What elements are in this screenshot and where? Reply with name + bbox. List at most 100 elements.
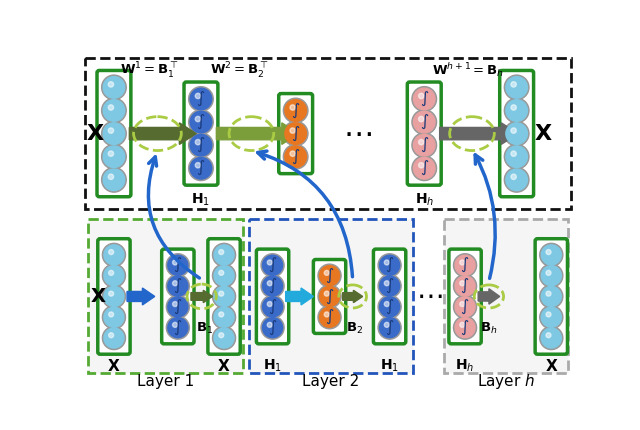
Circle shape <box>173 301 177 307</box>
Circle shape <box>195 139 200 145</box>
Circle shape <box>506 77 527 98</box>
Circle shape <box>460 260 465 265</box>
Circle shape <box>504 144 529 169</box>
Circle shape <box>108 174 114 179</box>
Circle shape <box>380 255 399 275</box>
Circle shape <box>284 144 308 169</box>
Text: $\int$: $\int$ <box>196 136 205 154</box>
FancyArrow shape <box>129 123 196 144</box>
Text: $\int$: $\int$ <box>291 147 300 166</box>
Circle shape <box>540 306 563 329</box>
FancyBboxPatch shape <box>535 239 568 354</box>
Circle shape <box>212 243 236 267</box>
Text: $\int$: $\int$ <box>385 256 394 274</box>
Circle shape <box>109 312 114 317</box>
Circle shape <box>324 312 329 317</box>
Text: $\int$: $\int$ <box>196 113 205 131</box>
Circle shape <box>284 121 308 146</box>
Circle shape <box>460 322 465 327</box>
Circle shape <box>504 75 529 100</box>
Text: $\int$: $\int$ <box>420 136 429 154</box>
Circle shape <box>511 151 516 157</box>
Text: $\int$: $\int$ <box>460 256 470 274</box>
FancyBboxPatch shape <box>314 259 346 333</box>
Circle shape <box>541 328 561 348</box>
Text: $\int$: $\int$ <box>196 159 205 178</box>
Circle shape <box>285 100 307 121</box>
Circle shape <box>268 322 272 327</box>
Circle shape <box>262 276 283 296</box>
Circle shape <box>546 312 551 317</box>
Text: $\mathbf{H}_1$: $\mathbf{H}_1$ <box>380 358 399 374</box>
Text: $\mathbf{B}_1$: $\mathbf{B}_1$ <box>196 321 213 336</box>
Circle shape <box>540 285 563 308</box>
Circle shape <box>212 306 236 329</box>
Circle shape <box>173 281 177 286</box>
FancyBboxPatch shape <box>257 249 289 344</box>
Text: $\int$: $\int$ <box>173 256 182 274</box>
Circle shape <box>190 88 212 110</box>
Circle shape <box>195 163 200 168</box>
Text: $\mathbf{B}_h$: $\mathbf{B}_h$ <box>480 321 498 336</box>
Circle shape <box>380 318 399 338</box>
Text: $\mathbf{W}^1 = \mathbf{B}_1^\top$: $\mathbf{W}^1 = \mathbf{B}_1^\top$ <box>120 60 179 80</box>
Circle shape <box>268 301 272 307</box>
Circle shape <box>324 270 329 275</box>
Circle shape <box>511 82 516 87</box>
Circle shape <box>460 301 465 307</box>
Circle shape <box>166 254 189 277</box>
Circle shape <box>166 274 189 298</box>
Circle shape <box>102 243 125 267</box>
Circle shape <box>108 128 114 133</box>
Text: $\int$: $\int$ <box>325 308 334 326</box>
Circle shape <box>384 322 389 327</box>
Circle shape <box>104 307 124 327</box>
Circle shape <box>413 88 435 110</box>
Text: $\int$: $\int$ <box>460 298 470 316</box>
Circle shape <box>219 333 224 338</box>
Circle shape <box>108 82 114 87</box>
Circle shape <box>102 75 126 100</box>
Circle shape <box>109 249 114 255</box>
Circle shape <box>108 151 114 157</box>
Circle shape <box>104 328 124 348</box>
Circle shape <box>103 123 125 144</box>
Circle shape <box>103 77 125 98</box>
Circle shape <box>412 86 436 111</box>
Circle shape <box>546 270 551 275</box>
Circle shape <box>454 274 477 298</box>
Circle shape <box>168 255 188 275</box>
Circle shape <box>380 276 399 296</box>
Circle shape <box>455 318 475 338</box>
FancyArrow shape <box>478 289 500 304</box>
Circle shape <box>455 255 475 275</box>
Circle shape <box>219 249 224 255</box>
FancyBboxPatch shape <box>98 239 130 354</box>
Circle shape <box>189 86 213 111</box>
Circle shape <box>540 243 563 267</box>
Text: $\int$: $\int$ <box>268 319 277 337</box>
Circle shape <box>504 168 529 192</box>
Circle shape <box>380 297 399 317</box>
Circle shape <box>290 105 295 110</box>
FancyArrow shape <box>440 123 518 144</box>
Text: $\int$: $\int$ <box>173 277 182 295</box>
Circle shape <box>102 285 125 308</box>
Circle shape <box>318 264 341 287</box>
Circle shape <box>504 121 529 146</box>
Circle shape <box>261 254 284 277</box>
Circle shape <box>102 306 125 329</box>
Circle shape <box>214 266 234 286</box>
Text: $\mathbf{X}$: $\mathbf{X}$ <box>534 123 553 144</box>
Text: $\int$: $\int$ <box>420 90 429 108</box>
Circle shape <box>384 260 389 265</box>
Circle shape <box>319 307 340 327</box>
Text: $\int$: $\int$ <box>385 277 394 295</box>
Circle shape <box>219 270 224 275</box>
Circle shape <box>189 133 213 157</box>
Text: $\mathbf{X}$: $\mathbf{X}$ <box>86 123 105 144</box>
Text: $\int$: $\int$ <box>173 298 182 316</box>
Circle shape <box>268 260 272 265</box>
Text: $\mathbf{X}$: $\mathbf{X}$ <box>108 358 121 374</box>
Circle shape <box>212 326 236 350</box>
